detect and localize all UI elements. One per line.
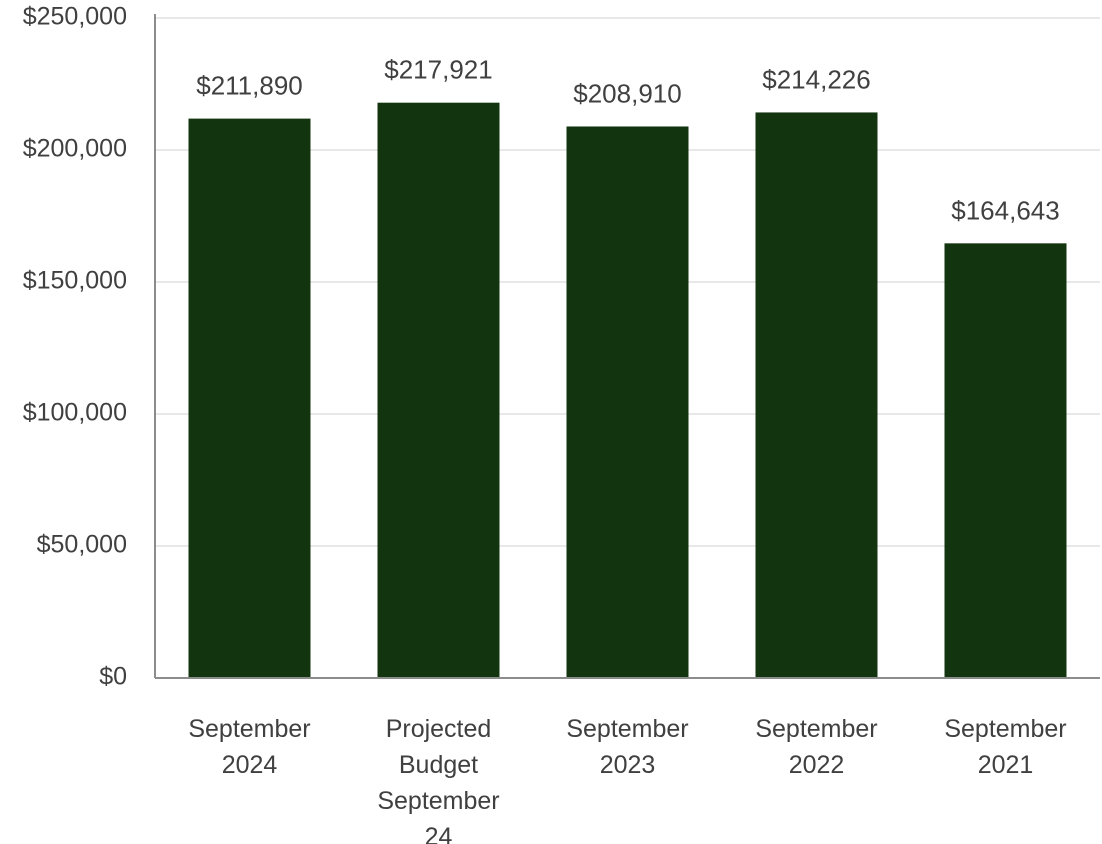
data-label: $217,921 [384, 55, 492, 85]
bar [188, 118, 311, 678]
x-category-label: Projected Budget September 24 [377, 715, 499, 844]
x-category-label: September 2023 [566, 715, 688, 779]
x-category-label: September 2022 [755, 715, 877, 779]
y-tick-labels: $0 $50,000 $100,000 $150,000 $200,000 $250,00… [23, 3, 127, 691]
y-tick-label: $100,000 [23, 399, 127, 427]
y-tick-label: $0 [99, 663, 127, 691]
data-label: $211,890 [196, 71, 303, 101]
axes [154, 14, 1100, 679]
y-tick-label: $200,000 [23, 135, 127, 163]
x-category-label: September 2024 [188, 715, 310, 779]
x-category-labels: September 2024 Projected Budget September 24 S… [188, 715, 1066, 844]
data-label: $208,910 [573, 78, 681, 108]
data-labels: $211,890 $217,921 $208,910 $214,226 $164,643 [196, 55, 1059, 226]
y-tick-label: $150,000 [23, 267, 127, 295]
bar [755, 112, 878, 678]
data-label: $164,643 [951, 195, 1059, 225]
x-category-label: September 2021 [944, 715, 1066, 779]
y-tick-label: $50,000 [37, 531, 127, 559]
bar [944, 243, 1067, 679]
y-tick-label: $250,000 [23, 3, 127, 31]
data-label: $214,226 [762, 64, 870, 94]
bars [188, 102, 1067, 679]
bar [377, 102, 500, 679]
bar [566, 126, 689, 678]
